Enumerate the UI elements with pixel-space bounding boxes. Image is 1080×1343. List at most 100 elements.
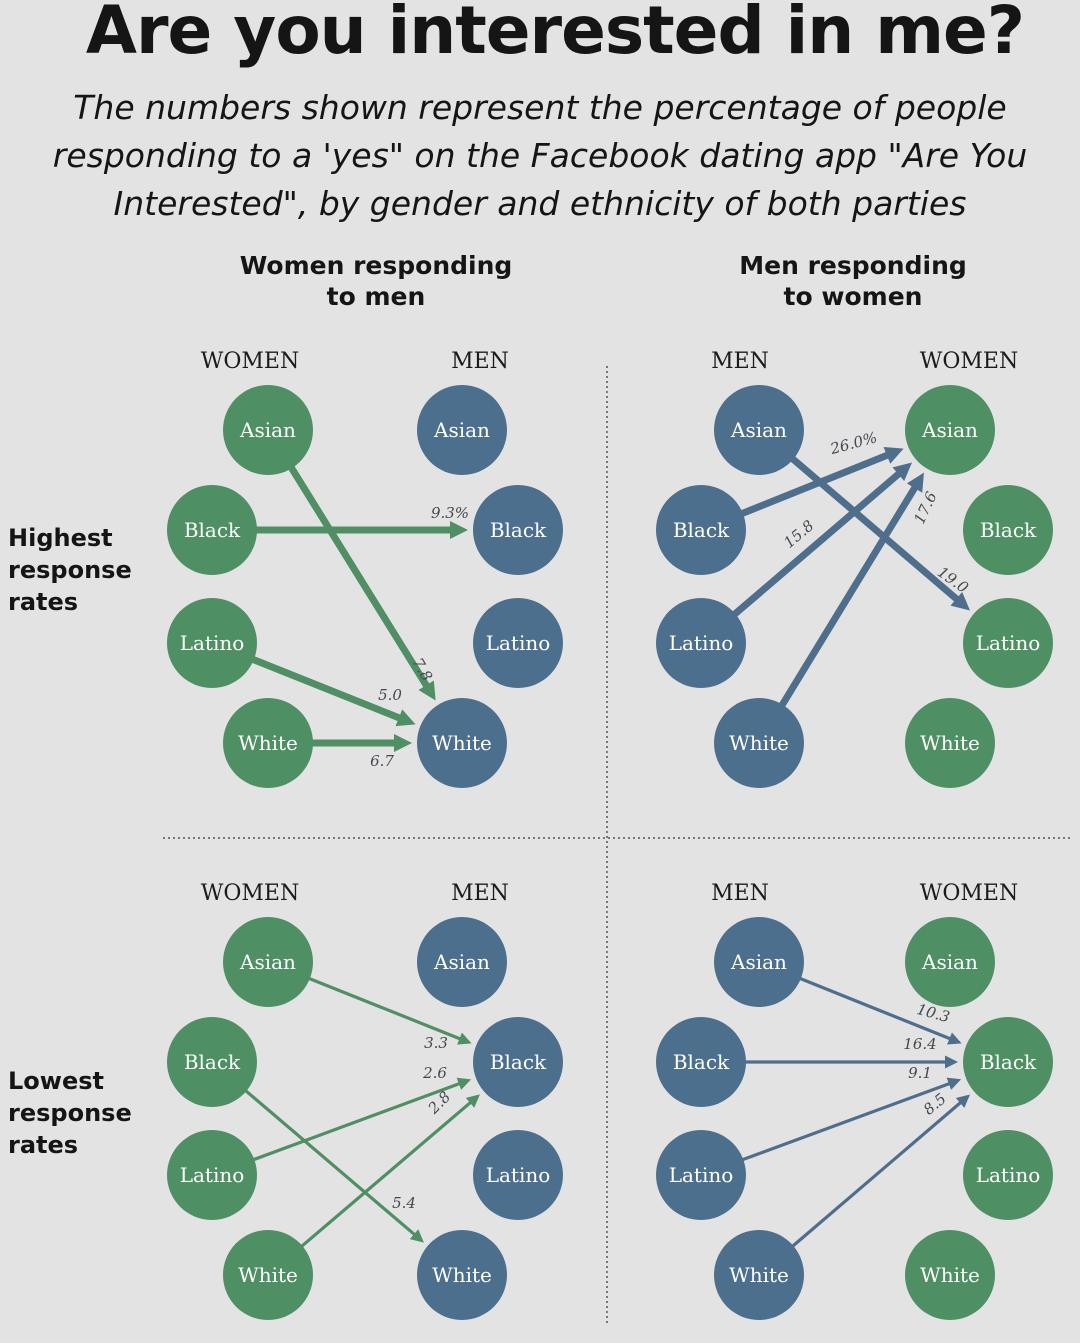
node-label: Black <box>673 518 730 542</box>
node-label: Black <box>490 518 547 542</box>
node-label: White <box>920 1263 980 1287</box>
row-label-line: rates <box>8 1131 79 1159</box>
node-label: White <box>238 1263 298 1287</box>
men-black-node: Black <box>656 1017 746 1107</box>
edge-arrow <box>735 446 904 519</box>
edge-line <box>248 1081 462 1163</box>
edge-arrowhead <box>945 1055 958 1069</box>
edge-arrowhead <box>955 1094 971 1108</box>
node-label: Asian <box>239 418 296 442</box>
edge-arrowhead <box>418 680 436 701</box>
edge-arrow <box>248 1077 472 1163</box>
node-label: Asian <box>730 950 787 974</box>
edge-arrowhead <box>892 462 913 482</box>
row-label-line: response <box>8 556 132 584</box>
edge-value-label: 9.3% <box>431 504 469 522</box>
node-circle <box>473 1130 563 1220</box>
node-label: Asian <box>239 950 296 974</box>
panel-header-men-responding: Men responding to women <box>683 250 1023 312</box>
edge-arrowhead <box>457 1032 472 1045</box>
node-circle <box>963 1017 1053 1107</box>
men-black-node: Black <box>656 485 746 575</box>
edge-line <box>728 470 903 621</box>
column-heading-left: WOMEN <box>201 349 299 374</box>
node-circle <box>714 1230 804 1320</box>
men-latino-node: Latino <box>656 598 746 688</box>
node-circle <box>905 698 995 788</box>
edge-arrow <box>794 975 962 1045</box>
edge-arrow <box>776 472 924 712</box>
node-label: Latino <box>976 631 1041 655</box>
node-label: White <box>432 731 492 755</box>
node-label: Asian <box>433 950 490 974</box>
men-asian-node: Asian <box>714 385 804 475</box>
edge-value-label: 5.0 <box>378 686 402 704</box>
edge-value-label: 3.3 <box>424 1034 448 1052</box>
node-label: Asian <box>730 418 787 442</box>
men-latino-node: Latino <box>473 598 563 688</box>
edge-arrowhead <box>950 591 971 611</box>
page-subtitle: The numbers shown represent the percenta… <box>52 88 1028 223</box>
node-circle <box>963 485 1053 575</box>
node-label: Latino <box>180 1163 245 1187</box>
women-asian-node: Asian <box>223 917 313 1007</box>
node-label: White <box>432 1263 492 1287</box>
panel-header-line: to men <box>326 282 426 311</box>
node-circle <box>963 1130 1053 1220</box>
women-asian-node: Asian <box>905 385 995 475</box>
node-circle <box>167 598 257 688</box>
node-circle <box>167 485 257 575</box>
men-white-node: White <box>714 698 804 788</box>
edge-arrowhead <box>947 1032 962 1045</box>
edge-arrowhead <box>906 472 924 493</box>
edge-value-label: 2.6 <box>422 1064 447 1082</box>
node-label: Latino <box>976 1163 1041 1187</box>
edge-line <box>246 654 403 722</box>
edge-arrow <box>285 461 436 701</box>
edge-arrow <box>303 974 472 1045</box>
row-label-line: Lowest <box>8 1067 104 1095</box>
node-label: Black <box>490 1050 547 1074</box>
row-label-lowest: Lowest response rates <box>8 1065 158 1161</box>
node-circle <box>473 598 563 688</box>
edge-arrow <box>296 1094 480 1251</box>
edge-arrowhead <box>465 1094 480 1108</box>
edge-arrowhead <box>395 709 416 727</box>
edge-line <box>787 1100 963 1251</box>
edge-value-label: 5.4 <box>392 1194 416 1212</box>
panel-header-women-responding: Women responding to men <box>206 250 546 312</box>
node-circle <box>223 385 313 475</box>
node-circle <box>963 598 1053 688</box>
row-label-line: Highest <box>8 524 113 552</box>
men-white-node: White <box>417 1230 507 1320</box>
edge-arrow <box>240 1086 424 1243</box>
node-label: Black <box>673 1050 730 1074</box>
edge-arrowhead <box>409 1229 424 1243</box>
men-black-node: Black <box>473 485 563 575</box>
node-label: Black <box>980 518 1037 542</box>
node-circle <box>473 485 563 575</box>
node-label: Latino <box>669 631 734 655</box>
edge-line <box>735 451 891 519</box>
edge-arrow <box>728 462 913 621</box>
node-label: Black <box>184 518 241 542</box>
edge-value-label: 26.0% <box>827 428 879 458</box>
node-circle <box>473 1017 563 1107</box>
edge-line <box>285 461 431 689</box>
node-circle <box>714 385 804 475</box>
edge-arrowhead <box>394 734 412 752</box>
node-label: Latino <box>669 1163 734 1187</box>
node-circle <box>714 917 804 1007</box>
edge-arrowhead <box>456 1077 472 1090</box>
row-label-line: response <box>8 1099 132 1127</box>
node-circle <box>905 1230 995 1320</box>
edge-arrow <box>740 1055 958 1069</box>
node-label: Black <box>184 1050 241 1074</box>
column-heading-left: MEN <box>711 881 769 906</box>
edge-arrowhead <box>946 1077 962 1090</box>
node-circle <box>714 698 804 788</box>
women-white-node: White <box>223 698 313 788</box>
node-label: Latino <box>486 1163 551 1187</box>
node-label: Asian <box>433 418 490 442</box>
